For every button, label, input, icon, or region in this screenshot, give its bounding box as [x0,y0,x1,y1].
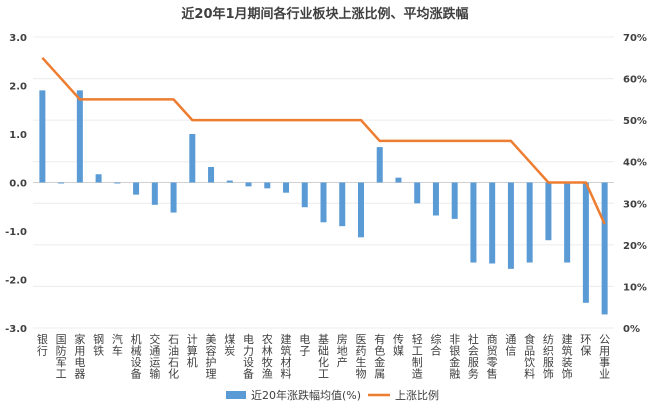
x-axis-label: 煤炭 [224,333,235,358]
x-axis-label: 环保 [580,333,591,358]
bar [470,182,477,263]
x-axis-label: 食品饮料 [524,332,535,381]
bar [301,182,308,208]
legend-label-bar: 近20年涨跌幅均值(%) [251,388,361,402]
right-axis-tick: 0% [623,324,640,335]
bar [208,166,215,183]
x-axis-label: 计算机 [187,333,198,369]
left-axis-tick: 3.0 [9,33,27,44]
bar [226,180,233,183]
left-axis-tick: -3.0 [5,324,27,335]
bar [283,182,290,193]
bar [451,182,458,219]
bar [489,182,496,264]
x-axis-label: 农林牧渔 [262,332,273,381]
x-axis-label: 综合 [430,332,441,358]
x-axis-label: 公用事业 [599,333,610,381]
bar [526,182,533,263]
right-axis-tick: 20% [623,241,647,252]
bar [320,182,327,223]
bar [151,182,158,205]
left-axis-tick: -1.0 [5,227,27,238]
x-axis-label: 纺织服饰 [543,332,554,381]
x-axis-label: 汽车 [112,332,123,358]
bar [432,182,439,216]
left-axis-tick: -2.0 [5,276,27,287]
x-axis-label: 银行 [37,332,48,358]
bar [170,182,177,213]
bar [39,90,46,183]
x-axis-label: 传媒 [393,333,404,358]
right-axis-tick: 30% [623,199,647,210]
x-axis-label: 钢铁 [93,333,104,358]
bar [582,182,589,303]
x-axis-label: 家用电器 [74,332,85,381]
bar [58,182,65,184]
right-axis-tick: 50% [623,116,647,127]
x-axis-label: 交通运输 [149,332,160,381]
right-axis-tick: 10% [623,282,647,293]
x-axis-label: 通信 [505,333,516,358]
x-axis-label: 电力设备 [243,333,254,381]
bar [264,182,271,189]
legend-swatch-bar [226,391,246,399]
bar [601,182,608,315]
x-axis-label: 石油石化 [168,333,179,381]
ratio-line [41,56,606,225]
x-axis-label: 建筑装饰 [562,332,573,381]
bar [545,182,552,241]
bar [95,174,102,183]
bar [189,134,196,183]
chart-title: 近20年1月期间各行业板块上涨比例、平均涨跌幅 [181,6,468,22]
x-axis-label: 非银金融 [449,333,460,381]
bar [76,90,83,183]
x-axis-label: 基础化工 [318,333,329,381]
x-axis-label: 房地产 [337,333,348,369]
x-axis-label: 电子 [299,333,310,358]
x-axis-label: 机械设备 [131,332,142,381]
bar [395,177,402,183]
x-axis-label: 有色金属 [374,332,385,381]
left-axis-tick: 1.0 [9,130,27,141]
x-axis-label: 美容护理 [206,333,217,381]
x-axis-label: 国防军工 [56,333,67,381]
x-axis-label: 医药生物 [355,333,366,381]
x-axis-label: 社会服务 [468,332,479,381]
x-axis-label: 轻工制造 [412,332,423,381]
legend: 近20年涨跌幅均值(%) 上涨比例 [226,388,439,402]
left-axis-tick: 0.0 [9,179,27,190]
bar [507,182,514,269]
right-axis-tick: 70% [623,33,647,44]
bar [339,182,346,227]
right-axis-tick: 40% [623,158,647,169]
bar [357,182,364,238]
bar [376,147,383,183]
legend-label-line: 上涨比例 [395,388,439,402]
bar [133,182,140,195]
x-axis-label: 商贸零售 [487,332,498,381]
x-axis-label: 建筑材料 [281,332,292,381]
bar [245,182,252,187]
right-axis-tick: 60% [623,75,647,86]
bar [114,182,121,184]
bar [564,182,571,263]
bar [414,182,421,204]
left-axis-tick: 2.0 [9,82,27,93]
